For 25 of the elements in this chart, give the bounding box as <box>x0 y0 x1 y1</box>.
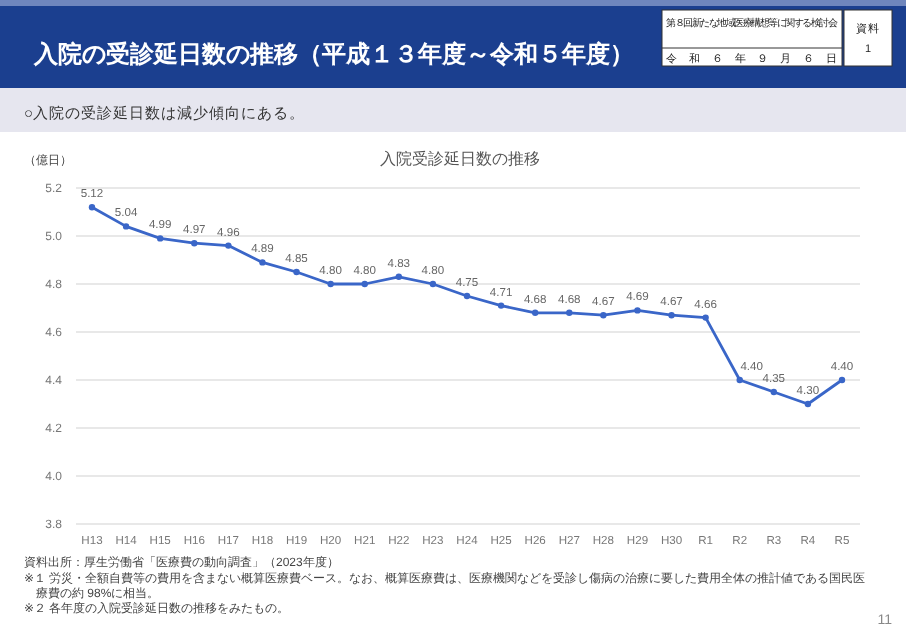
point <box>225 242 232 249</box>
point <box>191 240 198 247</box>
point <box>463 292 471 300</box>
point <box>497 302 505 309</box>
point <box>736 376 743 384</box>
point <box>361 280 368 288</box>
point <box>395 273 403 280</box>
point <box>702 314 709 321</box>
point <box>634 307 641 314</box>
chart-subtitle: 入院受診延日数の推移 <box>380 150 540 168</box>
point <box>770 388 778 396</box>
chart-title: 入院の受診延日数の推移（平成１３年度～令和５年度） <box>32 40 634 68</box>
point <box>668 312 675 319</box>
point <box>156 235 164 242</box>
point <box>259 259 266 266</box>
point <box>88 204 96 211</box>
point <box>327 280 334 288</box>
point <box>838 376 846 384</box>
point <box>293 268 300 276</box>
point <box>122 223 130 230</box>
point <box>429 280 437 288</box>
point <box>531 309 539 316</box>
point <box>600 312 607 319</box>
point <box>566 309 573 316</box>
point <box>804 400 812 408</box>
